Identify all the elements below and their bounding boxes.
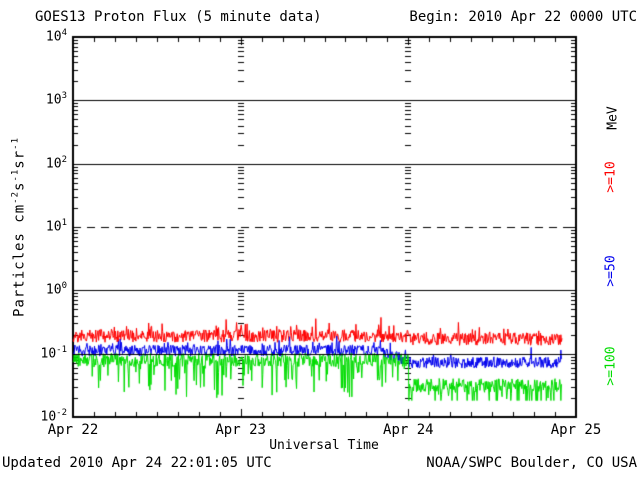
y-axis-tick-label: 102 [45,154,67,171]
legend-ge50-mev: >=50 [603,255,619,287]
x-axis-tick-label: Apr 25 [550,422,602,438]
y-axis-tick-label: 100 [45,281,67,298]
legend-ge10-mev: >=10 [603,161,619,193]
source-credit: NOAA/SWPC Boulder, CO USA [426,455,637,471]
x-axis-tick-label: Apr 23 [215,422,266,438]
x-axis-tick-label: Apr 22 [47,422,99,438]
y-axis-tick-label: 10-2 [40,408,68,425]
y-axis-tick-label: 10-1 [40,344,68,361]
legend-ge100-mev: >=100 [603,346,619,386]
y-axis-tick-label: 103 [45,91,67,108]
chart-title: GOES13 Proton Flux (5 minute data) [35,9,322,25]
right-axis-title: MeV [605,106,621,130]
y-axis-tick-label: 104 [45,28,67,45]
y-axis-tick-label: 101 [45,218,67,235]
begin-time-label: Begin: 2010 Apr 22 0000 UTC [409,9,637,25]
updated-timestamp: Updated 2010 Apr 24 22:01:05 UTC [2,455,272,471]
x-axis-tick-label: Apr 24 [383,422,434,438]
x-axis-title: Universal Time [269,438,379,453]
